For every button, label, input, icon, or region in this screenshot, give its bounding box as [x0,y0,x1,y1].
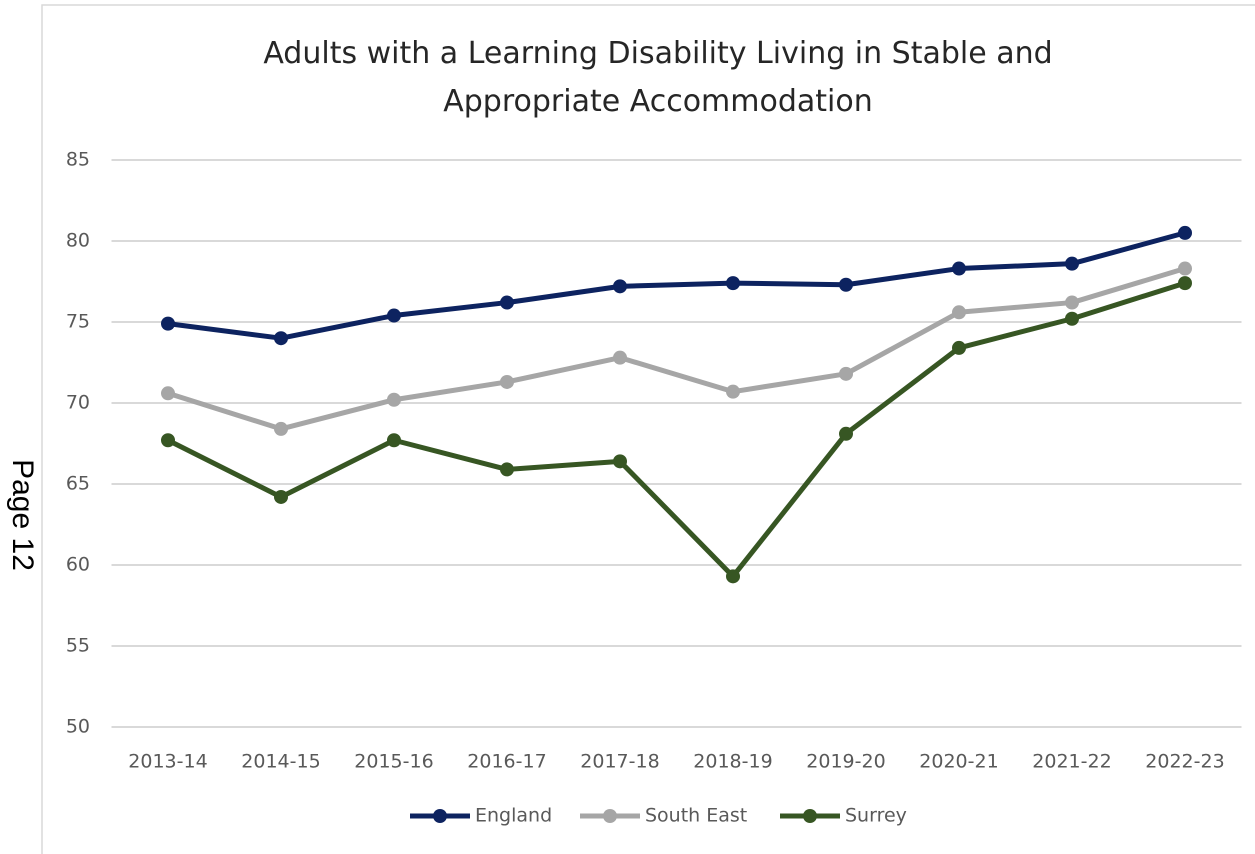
data-point [161,386,175,401]
x-tick-label: 2020-21 [919,751,998,773]
data-point [1178,225,1192,240]
data-point [274,331,288,346]
legend-marker [433,809,447,823]
data-point [952,305,966,320]
y-tick-label: 50 [66,716,90,738]
data-point [952,261,966,276]
y-tick-label: 85 [66,149,90,171]
y-tick-label: 80 [66,230,90,252]
x-tick-label: 2021-22 [1032,751,1111,773]
data-point [952,340,966,355]
y-tick-label: 60 [66,554,90,576]
data-point [726,384,740,399]
legend-marker [803,809,817,823]
legend-label: South East [645,805,747,827]
x-tick-label: 2018-19 [693,751,772,773]
data-point [161,316,175,331]
data-point [387,308,401,323]
x-tick-label: 2022-23 [1145,751,1224,773]
y-tick-label: 65 [66,473,90,495]
x-tick-label: 2015-16 [354,751,433,773]
series-line [167,230,1186,341]
chart-title: Adults with a Learning Disability Living… [263,36,1053,119]
legend-marker [603,809,617,823]
legend-label: Surrey [845,805,907,827]
page-label: Page 12 [6,459,39,571]
data-point [161,433,175,448]
data-point [500,295,514,310]
data-point [1178,276,1192,291]
series-line [166,280,1186,579]
y-tick-label: 55 [66,635,90,657]
x-tick-label: 2017-18 [580,751,659,773]
y-tick-label: 70 [66,392,90,414]
data-point [613,454,627,469]
y-tick-label: 75 [66,311,90,333]
data-point [1065,256,1079,271]
data-point [726,569,740,584]
data-point [1178,261,1192,276]
data-point [500,374,514,389]
data-point [387,433,401,448]
x-tick-label: 2013-14 [128,751,207,773]
data-point [500,462,514,477]
data-point [1065,295,1079,310]
data-point [274,489,288,504]
x-tick-label: 2014-15 [241,751,320,773]
x-tick-label: 2019-20 [806,751,885,773]
data-point [839,366,853,381]
chart-border [41,4,1255,854]
data-point [839,277,853,292]
data-point [613,279,627,294]
data-point [613,350,627,365]
series-line [167,266,1186,432]
data-point [839,426,853,441]
x-tick-label: 2016-17 [467,751,546,773]
data-point [1065,311,1079,326]
data-point [274,421,288,436]
data-point [387,392,401,407]
legend-label: England [475,805,552,827]
data-point [726,276,740,291]
